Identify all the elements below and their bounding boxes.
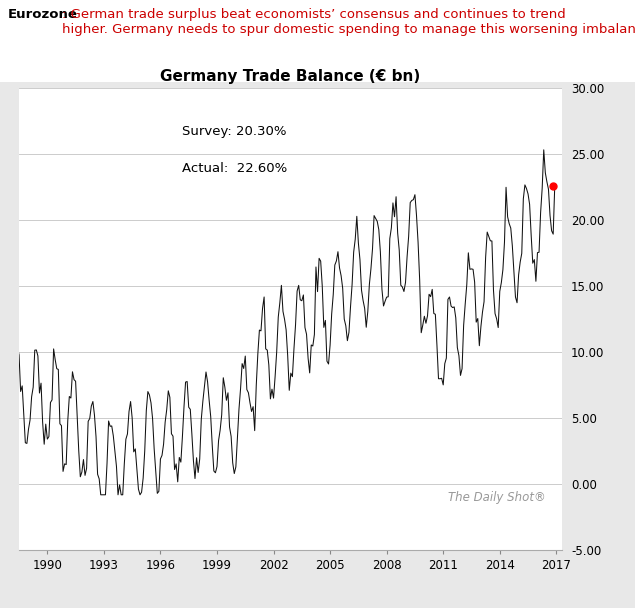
Title: Germany Trade Balance (€ bn): Germany Trade Balance (€ bn) [161,69,420,85]
Text: : German trade surplus beat economists’ consensus and continues to trend
higher.: : German trade surplus beat economists’ … [62,8,635,36]
Text: Actual:  22.60%: Actual: 22.60% [182,162,287,175]
Text: The Daily Shot®: The Daily Shot® [448,491,545,504]
Text: Survey: 20.30%: Survey: 20.30% [182,125,286,138]
Text: Eurozone: Eurozone [8,8,77,21]
